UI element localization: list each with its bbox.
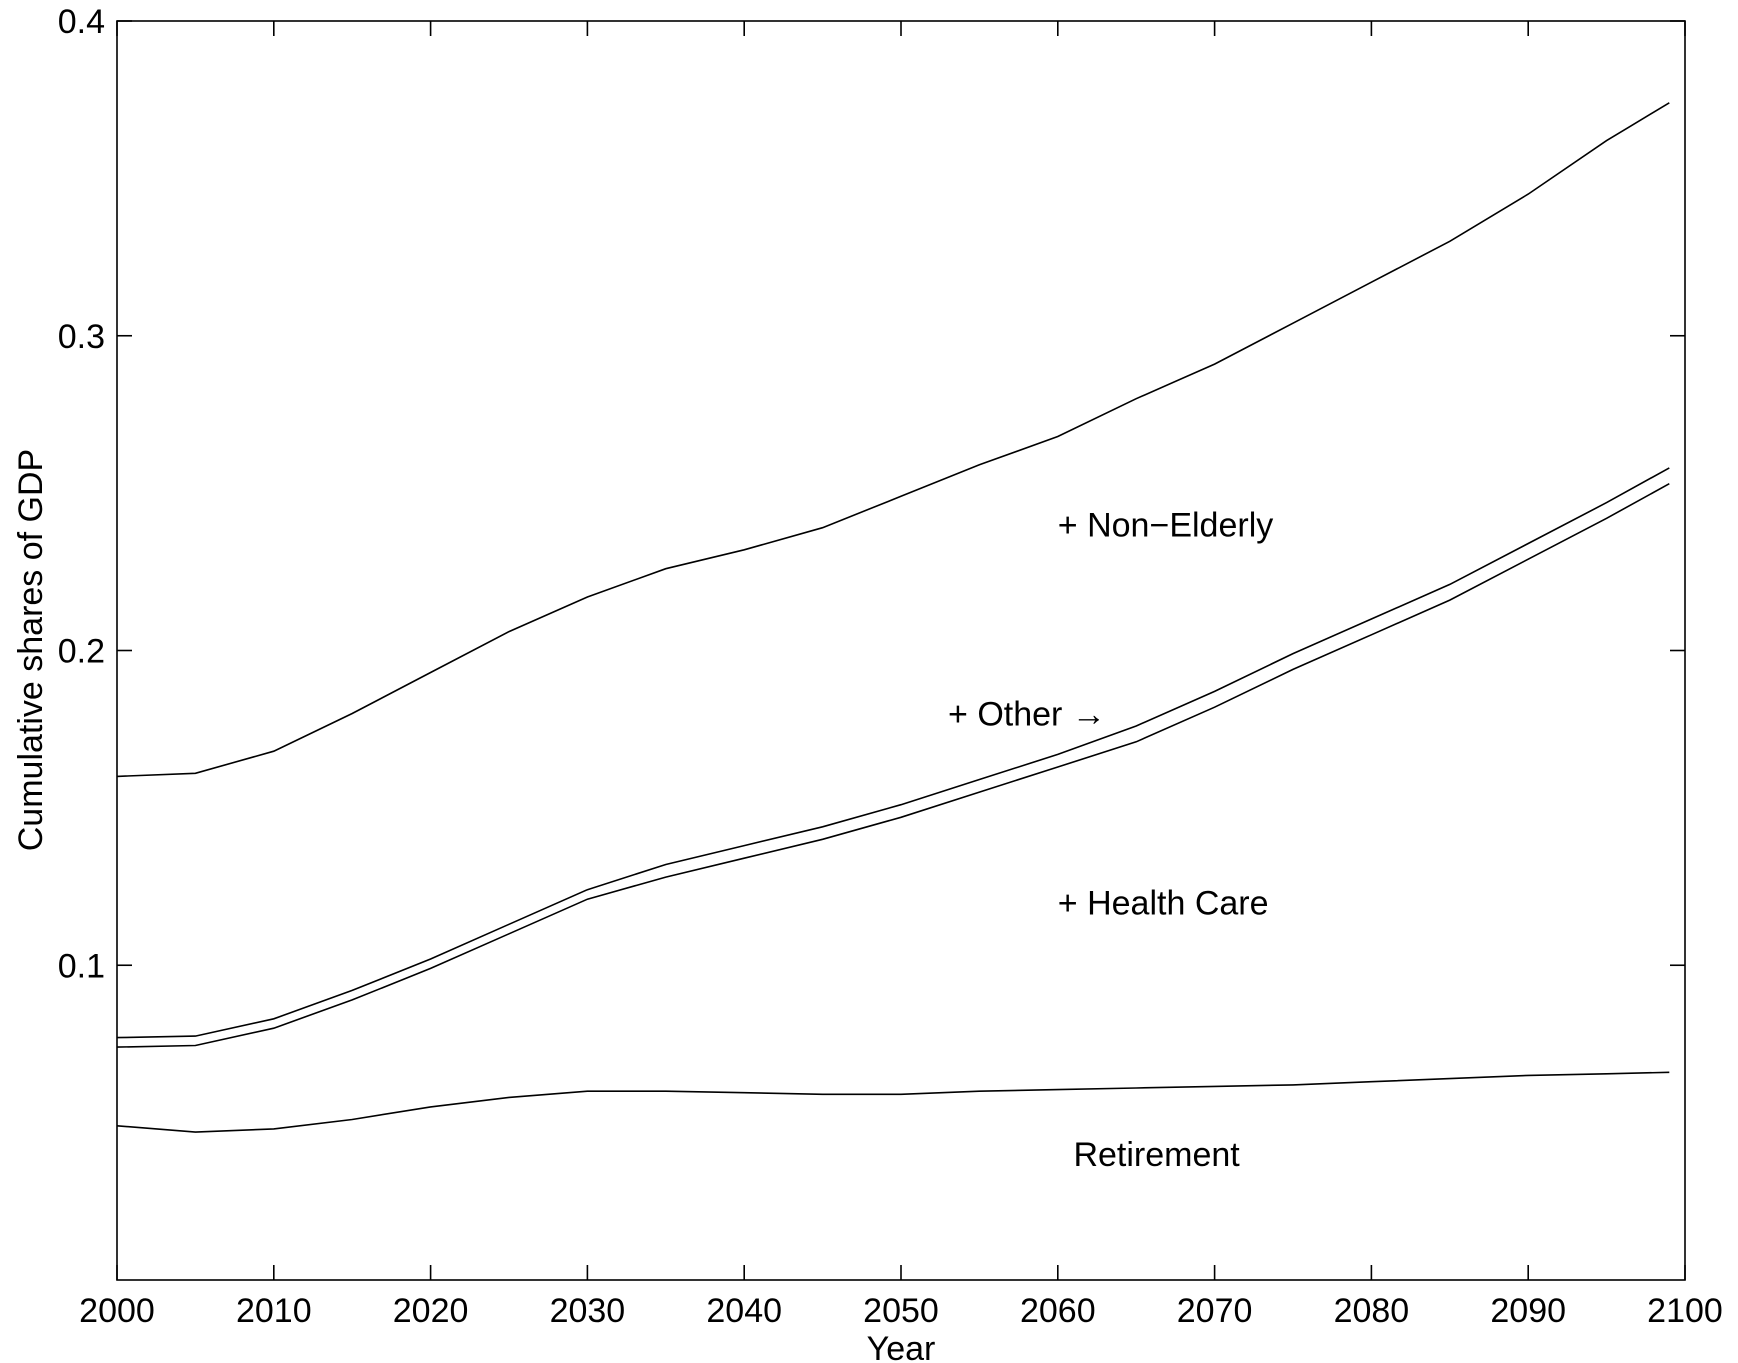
- series-line-3: [116, 467, 1670, 1039]
- y-tick-label-0: 0.1: [58, 947, 105, 985]
- x-tick-label-3: 2030: [550, 1292, 626, 1330]
- x-tick-label-10: 2100: [1647, 1292, 1723, 1330]
- x-tick-label-4: 2040: [706, 1292, 782, 1330]
- x-axis-label: Year: [867, 1330, 936, 1363]
- series-line-1: [116, 1071, 1670, 1133]
- y-tick-label-3: 0.4: [58, 3, 105, 41]
- y-tick-label-1: 0.2: [58, 633, 105, 671]
- x-tick-label-5: 2050: [863, 1292, 939, 1330]
- x-tick-label-6: 2060: [1020, 1292, 1096, 1330]
- annotations-layer: + Non−Elderly + Other → + Health Care Retir…: [948, 507, 1273, 1175]
- plot-area-frame: [116, 20, 1686, 1281]
- y-axis-label: Cumulative shares of GDP: [12, 449, 50, 852]
- y-tick-label-2: 0.3: [58, 318, 105, 356]
- annotation-4: Retirement: [1073, 1136, 1240, 1174]
- series-layer: [116, 102, 1670, 1133]
- x-tick-label-2: 2020: [393, 1292, 469, 1330]
- series-line-4: [116, 102, 1670, 778]
- annotation-1: + Non−Elderly: [1058, 507, 1273, 545]
- series-line-2: [116, 482, 1670, 1048]
- x-tick-label-7: 2070: [1177, 1292, 1253, 1330]
- x-tick-label-9: 2090: [1490, 1292, 1566, 1330]
- ticks-layer: 2000 2010 2020 2030 2040 2050 2060 2070 2080 2090…: [58, 3, 1723, 1330]
- x-tick-label-0: 2000: [79, 1292, 155, 1330]
- annotation-3: + Health Care: [1058, 884, 1269, 922]
- x-tick-label-1: 2010: [236, 1292, 312, 1330]
- annotation-2: + Other →: [948, 695, 1106, 733]
- x-tick-label-8: 2080: [1334, 1292, 1410, 1330]
